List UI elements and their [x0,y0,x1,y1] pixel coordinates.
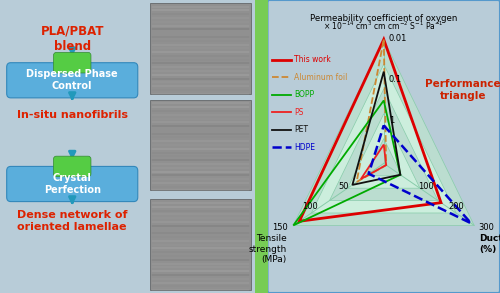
FancyBboxPatch shape [6,166,138,202]
FancyBboxPatch shape [6,63,138,98]
Text: PS: PS [294,108,304,117]
FancyBboxPatch shape [54,52,91,73]
Text: Ductility
(%): Ductility (%) [480,234,500,254]
Bar [150,199,252,290]
Bar [150,3,252,94]
Polygon shape [312,64,456,213]
Text: 0.1: 0.1 [389,75,402,84]
Text: Performance
triangle: Performance triangle [425,79,500,101]
Polygon shape [348,114,420,188]
Bar [150,100,252,190]
Text: Permeability coefficient of oxygen: Permeability coefficient of oxygen [310,13,458,23]
Text: 100: 100 [302,202,318,212]
Text: $\times$ 10$^{-14}$ cm$^3$ cm cm$^{-2}$ S$^{-1}$ Pa$^{-1}$: $\times$ 10$^{-14}$ cm$^3$ cm cm$^{-2}$ … [324,19,444,32]
Polygon shape [366,139,402,176]
Text: 300: 300 [478,223,494,232]
Text: 150: 150 [272,223,288,232]
FancyBboxPatch shape [54,156,91,177]
Text: Dense network of
oriented lamellae: Dense network of oriented lamellae [17,210,128,232]
Text: 100: 100 [418,182,434,191]
Text: 200: 200 [448,202,464,212]
Text: 1: 1 [389,117,394,125]
Text: HDPE: HDPE [294,143,315,151]
Text: This work: This work [294,55,331,64]
Text: PLA/PBAT
blend: PLA/PBAT blend [40,25,104,53]
Polygon shape [330,89,438,201]
Bar [256,0,268,293]
Text: PET: PET [294,125,308,134]
Text: Aluminum foil: Aluminum foil [294,73,348,82]
Text: Dispersed Phase
Control: Dispersed Phase Control [26,69,118,91]
Text: 50: 50 [338,182,348,191]
Text: 0.01: 0.01 [389,34,407,43]
Text: In-situ nanofibrils: In-situ nanofibrils [16,110,128,120]
Text: Tensile
strength
(MPa): Tensile strength (MPa) [248,234,286,264]
Text: Crystal
Perfection: Crystal Perfection [44,173,100,195]
Polygon shape [294,40,474,225]
Text: BOPP: BOPP [294,90,314,99]
